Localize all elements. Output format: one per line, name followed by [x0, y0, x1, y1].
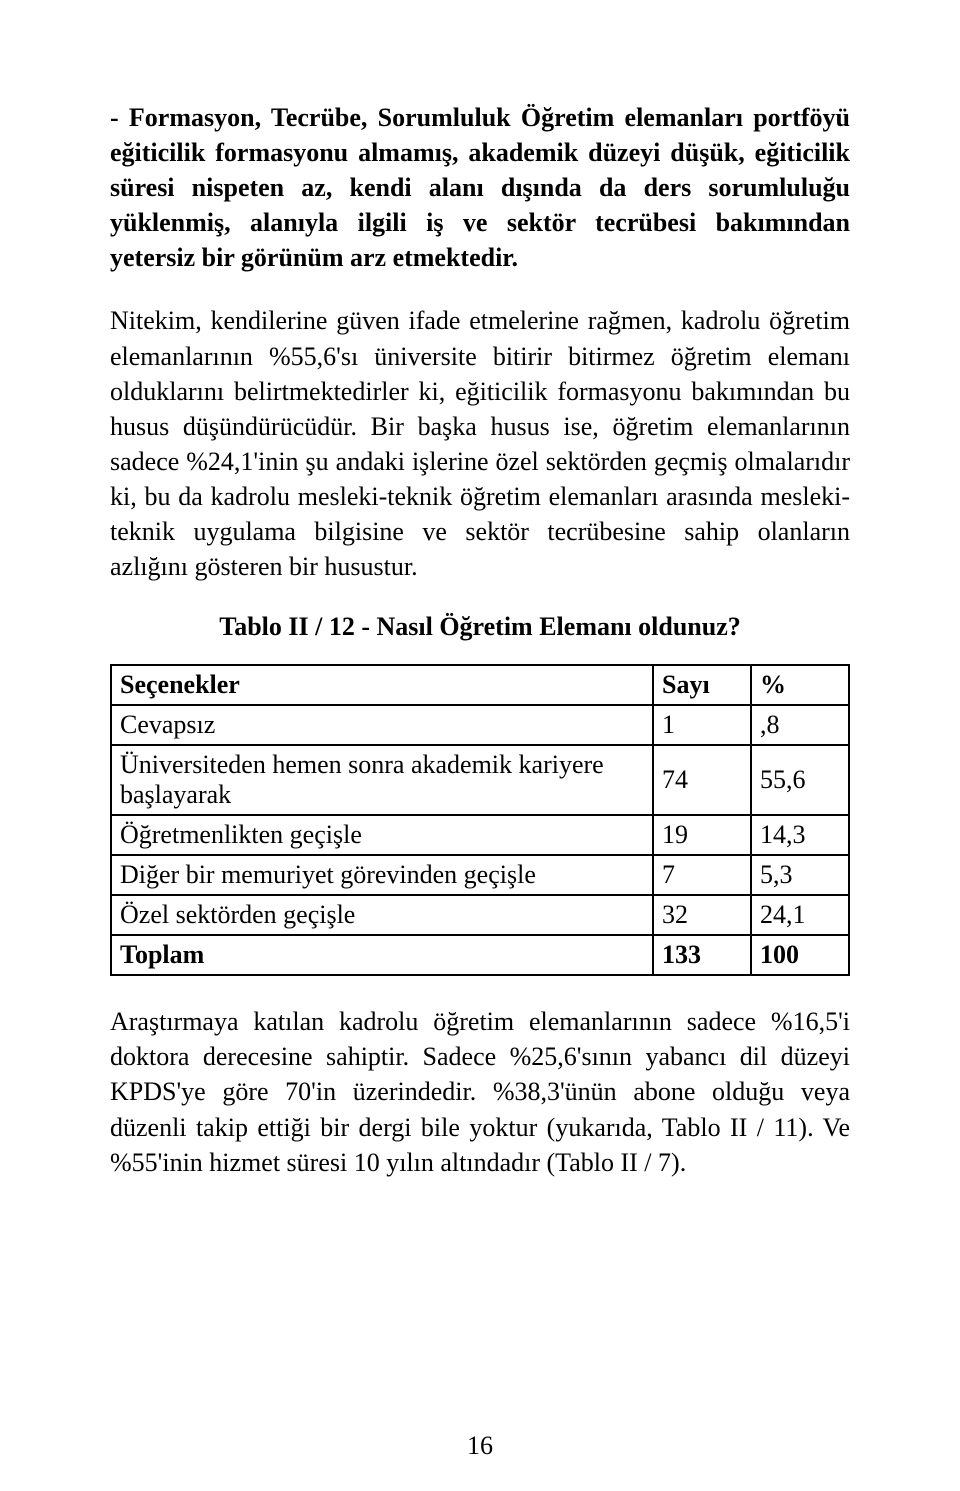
paragraph-2: Araştırmaya katılan kadrolu öğretim elem…: [110, 1004, 850, 1179]
cell-label: Cevapsız: [111, 705, 653, 745]
table-row: Üniversiteden hemen sonra akademik kariy…: [111, 745, 849, 815]
table-row: Öğretmenlikten geçişle1914,3: [111, 815, 849, 855]
section-heading: - Formasyon, Tecrübe, Sorumluluk Öğretim…: [110, 100, 850, 275]
cell-sayi: 32: [653, 895, 751, 935]
cell-percent: ,8: [751, 705, 849, 745]
cell-sayi: 74: [653, 745, 751, 815]
cell-label: Üniversiteden hemen sonra akademik kariy…: [111, 745, 653, 815]
cell-sayi: 19: [653, 815, 751, 855]
table-header-row: Seçenekler Sayı %: [111, 665, 849, 705]
table-title: Tablo II / 12 - Nasıl Öğretim Elemanı ol…: [110, 612, 850, 642]
cell-percent: 55,6: [751, 745, 849, 815]
cell-label: Özel sektörden geçişle: [111, 895, 653, 935]
cell-sayi: 7: [653, 855, 751, 895]
total-sayi: 133: [653, 935, 751, 975]
cell-sayi: 1: [653, 705, 751, 745]
page-number: 16: [0, 1431, 960, 1461]
cell-percent: 14,3: [751, 815, 849, 855]
total-label: Toplam: [111, 935, 653, 975]
col-header-sayi: Sayı: [653, 665, 751, 705]
total-percent: 100: [751, 935, 849, 975]
col-header-secenekler: Seçenekler: [111, 665, 653, 705]
table-row: Diğer bir memuriyet görevinden geçişle75…: [111, 855, 849, 895]
col-header-percent: %: [751, 665, 849, 705]
cell-label: Öğretmenlikten geçişle: [111, 815, 653, 855]
table-row: Cevapsız1,8: [111, 705, 849, 745]
paragraph-1: Nitekim, kendilerine güven ifade etmeler…: [110, 303, 850, 584]
table-body: Cevapsız1,8Üniversiteden hemen sonra aka…: [111, 705, 849, 975]
page-container: - Formasyon, Tecrübe, Sorumluluk Öğretim…: [0, 0, 960, 1491]
cell-percent: 24,1: [751, 895, 849, 935]
data-table: Seçenekler Sayı % Cevapsız1,8Üniversited…: [110, 664, 850, 976]
cell-percent: 5,3: [751, 855, 849, 895]
cell-label: Diğer bir memuriyet görevinden geçişle: [111, 855, 653, 895]
table-row: Özel sektörden geçişle3224,1: [111, 895, 849, 935]
table-total-row: Toplam133100: [111, 935, 849, 975]
